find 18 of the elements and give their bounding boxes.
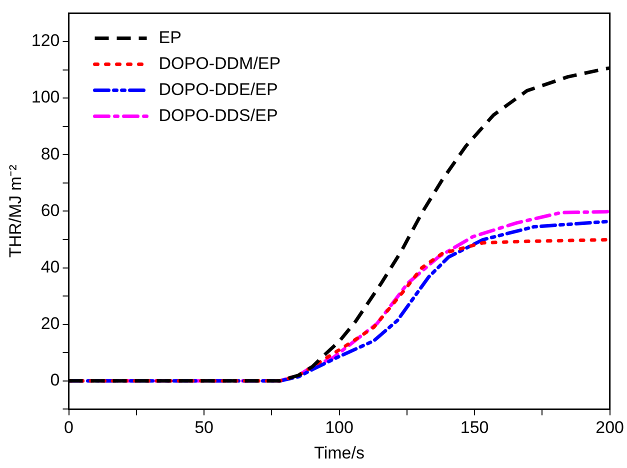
x-tick-label: 0	[64, 418, 74, 438]
x-tick-label: 200	[596, 418, 624, 438]
y-tick-label: 120	[31, 31, 60, 50]
legend-label: DOPO-DDE/EP	[158, 80, 278, 99]
legend-label: DOPO-DDM/EP	[158, 54, 281, 73]
y-tick-label: 40	[40, 257, 60, 276]
y-axis-title: THR/MJ m⁻²	[6, 164, 25, 258]
y-tick-label: 20	[40, 314, 60, 334]
x-tick-label: 150	[460, 418, 489, 438]
x-axis-title: Time/s	[314, 443, 364, 462]
y-tick-label: 100	[31, 88, 60, 107]
x-tick-label: 100	[325, 418, 354, 438]
x-tick-label: 50	[194, 418, 214, 438]
legend-label: DOPO-DDS/EP	[158, 106, 278, 125]
y-tick-label: 0	[50, 370, 60, 390]
y-tick-label: 60	[40, 200, 60, 220]
legend-label: EP	[158, 28, 182, 47]
y-tick-label: 80	[40, 144, 60, 164]
